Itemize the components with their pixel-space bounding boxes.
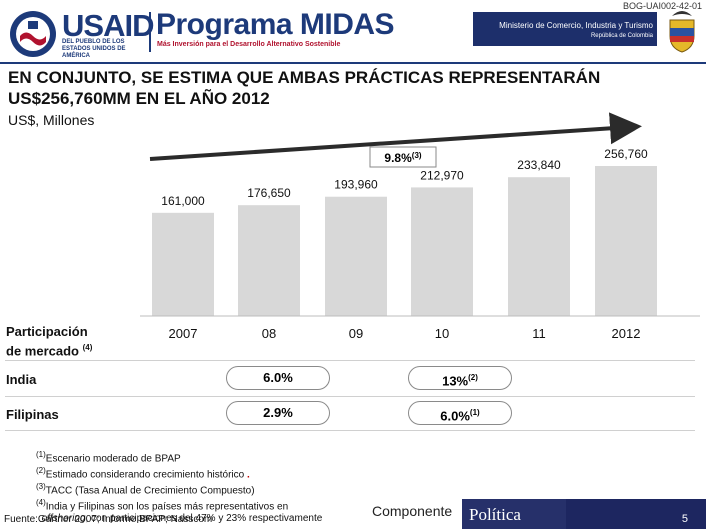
bar-value-label: 193,960 <box>334 178 378 192</box>
filipinas-share-08: 2.9% <box>226 401 330 425</box>
footnotes: (1)Escenario moderado de BPAP (2)Estimad… <box>36 449 322 525</box>
bar-value-label: 161,000 <box>161 194 205 208</box>
row-divider <box>5 396 695 397</box>
filipinas-share-10: 6.0%(1) <box>408 401 512 425</box>
bar-08 <box>238 205 300 316</box>
slide-subtitle: US$, Millones <box>8 112 95 128</box>
market-share-note: (4) <box>82 343 93 352</box>
market-share-label: Participación de mercado (4) <box>6 324 92 359</box>
footnote-4-continued: offshoring, con participaciones del 47% … <box>36 513 323 525</box>
footnote-4: (4)India y Filipinas son los países más … <box>36 497 322 513</box>
bar-11 <box>508 177 570 316</box>
footnote-text: India y Filipinas son los países más rep… <box>45 501 289 513</box>
footer-band <box>566 499 706 529</box>
usaid-logo-subtitle: DEL PUEBLO DE LOS ESTADOS UNIDOS DE AMÉR… <box>62 39 126 59</box>
india-share-10-note: (2) <box>468 373 478 382</box>
ministry-name: Ministerio de Comercio, Industria y Turi… <box>499 21 653 30</box>
page-number: 5 <box>681 513 688 525</box>
cagr-value: 9.8% <box>384 151 412 165</box>
footnote-text: Estimado considerando crecimiento histór… <box>45 469 245 481</box>
red-dot-marker: . <box>247 469 250 481</box>
row-label-india: India <box>6 372 37 387</box>
usaid-logo-text: USAID <box>62 8 154 43</box>
footnote-3: (3)TACC (Tasa Anual de Crecimiento Compu… <box>36 481 322 497</box>
bar-value-label: 212,970 <box>420 168 464 182</box>
footnote-italic: offshoring <box>41 513 86 525</box>
footer-politica: Política <box>469 505 521 524</box>
india-share-10-value: 13% <box>442 373 469 389</box>
category-tick-label: 11 <box>532 326 546 341</box>
bar-value-label: 233,840 <box>517 158 561 172</box>
market-share-label-text: de mercado <box>6 343 79 359</box>
slide-title-line-1: EN CONJUNTO, SE ESTIMA QUE AMBAS PRÁCTIC… <box>8 68 601 87</box>
bar-09 <box>325 196 387 316</box>
midas-logo-subtitle: Más Inversión para el Desarrollo Alterna… <box>157 41 341 48</box>
india-share-10: 13%(2) <box>408 366 512 390</box>
growth-arrow <box>149 112 642 161</box>
bar-value-label: 176,650 <box>247 186 291 200</box>
bar-2007 <box>152 212 214 316</box>
filipinas-share-10-note: (1) <box>469 408 480 417</box>
slide-title: EN CONJUNTO, SE ESTIMA QUE AMBAS PRÁCTIC… <box>8 67 698 109</box>
cagr-note: (3) <box>412 151 422 160</box>
logo-divider <box>149 12 151 52</box>
footer-politica-box <box>462 499 566 529</box>
bar-2012 <box>595 166 657 316</box>
source-line: Fuente:Gartner 2007; Informe BPAP; Nassc… <box>4 514 213 525</box>
midas-logo-text: Programa MIDAS <box>156 8 395 41</box>
slide-title-line-2: US$256,760MM EN EL AÑO 2012 <box>8 89 270 108</box>
title-rule <box>0 62 706 64</box>
footnote-number: (3) <box>36 482 46 492</box>
bar-10 <box>411 187 473 316</box>
revenue-bar-chart: 161,000 2007 176,650 08 193,960 09 212,970 10 23… <box>140 112 700 341</box>
filipinas-share-10-value: 6.0% <box>440 408 470 424</box>
cagr-callout: 9.8%(3) <box>369 146 437 168</box>
india-share-08: 6.0% <box>226 366 330 390</box>
footer-componente: Componente <box>372 503 453 519</box>
category-tick-label: 2012 <box>612 326 641 341</box>
footnote-text: TACC (Tasa Anual de Crecimiento Compuest… <box>45 485 255 497</box>
footnote-2: (2)Estimado considerando crecimiento his… <box>36 465 322 481</box>
cagr-label: 9.8%(3) <box>384 151 421 165</box>
row-divider <box>5 360 695 361</box>
category-tick-label: 09 <box>349 326 363 341</box>
footnote-text: , con participaciones del 47% y 23% resp… <box>85 513 323 525</box>
footnote-1: (1)Escenario moderado de BPAP <box>36 449 322 465</box>
ministry-banner: Ministerio de Comercio, Industria y Turi… <box>473 12 657 46</box>
market-share-label-line-2: de mercado (4) <box>6 340 92 359</box>
footnote-text: Escenario moderado de BPAP <box>45 453 181 465</box>
row-divider <box>5 430 695 431</box>
usaid-seal-icon <box>10 11 56 57</box>
footnote-number: (4) <box>36 498 46 508</box>
bar-value-label: 256,760 <box>604 147 648 161</box>
document-code: BOG-UAI002-42-01 <box>622 1 702 11</box>
category-tick-label: 08 <box>262 326 276 341</box>
row-label-filipinas: Filipinas <box>6 407 59 422</box>
footnote-number: (2) <box>36 466 46 476</box>
footnote-number: (1) <box>36 450 46 459</box>
republic-name: República de Colombia <box>590 33 653 39</box>
cagr-box <box>369 146 437 168</box>
category-tick-label: 2007 <box>169 326 198 341</box>
market-share-label-line-1: Participación <box>6 324 88 339</box>
colombia-crest-icon <box>669 11 695 53</box>
category-tick-label: 10 <box>435 326 449 341</box>
bars-layer: 161,000 2007 176,650 08 193,960 09 212,970 10 23… <box>152 147 657 341</box>
